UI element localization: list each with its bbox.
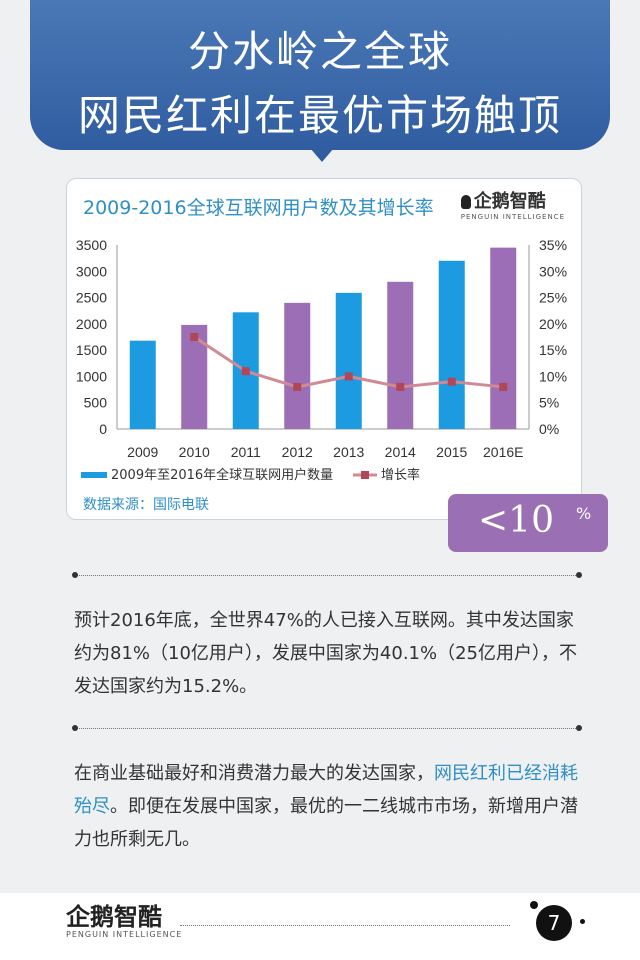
paragraph-2-before: 在商业基础最好和消费潜力最大的发达国家，	[74, 763, 434, 784]
y-right-tick-label: 30%	[539, 263, 567, 279]
chart-plot: 3500 3000 2500 2000 1500 1000 500 0 35% 30% 25% 20%…	[76, 237, 567, 483]
y-right-tick-label: 15%	[539, 342, 567, 358]
brand-name: 企鹅智酷	[473, 191, 546, 212]
chart-title: 2009-2016全球互联网用户数及其增长率	[83, 197, 434, 219]
y-left-tick-label: 3500	[76, 237, 107, 253]
growth-point	[344, 372, 353, 381]
x-tick-label: 2011	[231, 444, 261, 460]
growth-point	[396, 382, 405, 391]
brand-tagline: PENGUIN INTELLIGENCE	[460, 213, 565, 221]
x-tick-label: 2016E	[483, 444, 523, 460]
chart-bar	[438, 260, 465, 429]
footer-logo: 企鹅智酷 PENGUIN INTELLIGENCE	[66, 897, 182, 939]
y-right-tick-label: 25%	[539, 290, 567, 306]
legend-bar-swatch	[81, 472, 107, 478]
x-tick-label: 2015	[436, 444, 467, 460]
y-right-tick-label: 5%	[539, 395, 559, 411]
growth-point	[447, 377, 456, 386]
header-pointer	[310, 148, 334, 162]
chart-bar	[387, 281, 414, 429]
x-tick-label: 2012	[282, 444, 313, 460]
brand-logo: 企鹅智酷 PENGUIN INTELLIGENCE	[460, 187, 565, 221]
footer: 企鹅智酷 PENGUIN INTELLIGENCE 7	[0, 893, 640, 960]
footer-brand-tagline: PENGUIN INTELLIGENCE	[66, 930, 183, 939]
legend-bar-label: 2009年至2016年全球互联网用户数量	[111, 467, 333, 483]
y-left-tick-label: 0	[99, 421, 107, 437]
y-left-tick-label: 2000	[76, 316, 107, 332]
y-right-tick-label: 20%	[539, 316, 567, 332]
x-tick-label: 2009	[127, 444, 158, 460]
chart-source: 数据来源：国际电联	[83, 497, 209, 513]
legend-line-marker	[361, 471, 369, 479]
page-number: 7	[536, 905, 572, 941]
x-tick-label: 2013	[333, 444, 364, 460]
paragraph-2: 在商业基础最好和消费潜力最大的发达国家，网民红利已经消耗殆尽。即便在发展中国家，…	[74, 757, 590, 856]
y-right-tick-label: 10%	[539, 368, 567, 384]
y-left-tick-label: 1500	[76, 342, 107, 358]
growth-point	[499, 382, 508, 391]
chart-bar	[490, 247, 517, 429]
badge-unit: %	[576, 504, 592, 523]
growth-point	[190, 333, 199, 341]
divider-middle	[72, 725, 582, 731]
x-tick-label: 2010	[179, 444, 210, 460]
y-right-tick-label: 35%	[539, 237, 567, 253]
header-title-line2: 网民红利在最优市场触顶	[77, 91, 562, 140]
paragraph-2-after: 。即便在发展中国家，最优的一二线城市市场，新增用户潜力也所剩无几。	[74, 796, 578, 850]
paragraph-1: 预计2016年底，全世界47%的人已接入互联网。其中发达国家约为81%（10亿用…	[74, 610, 577, 697]
y-right-tick-label: 0%	[539, 421, 559, 437]
y-left-tick-label: 2500	[76, 290, 107, 306]
chart-bar	[284, 302, 311, 429]
x-tick-label: 2014	[385, 444, 416, 460]
header-title-line1: 分水岭之全球	[187, 27, 452, 76]
footer-divider	[180, 925, 510, 926]
badge-value: <10	[478, 500, 554, 541]
page-dot-decoration-small	[580, 919, 585, 924]
chart-card: 2009-2016全球互联网用户数及其增长率 企鹅智酷 PENGUIN INTE…	[66, 178, 582, 520]
page-dot-decoration	[530, 901, 538, 909]
y-left-tick-label: 500	[84, 395, 108, 411]
penguin-icon	[460, 195, 471, 209]
chart-bar	[335, 292, 362, 429]
footer-brand-name: 企鹅智酷	[66, 903, 162, 931]
header-banner: 分水岭之全球 网民红利在最优市场触顶	[30, 0, 610, 150]
y-left-tick-label: 1000	[76, 368, 107, 384]
divider-top	[72, 572, 582, 578]
growth-point	[241, 367, 250, 376]
paragraph-2-highlight: 网民红利已经消耗殆尽	[74, 763, 578, 817]
growth-point	[293, 382, 302, 391]
y-left-tick-label: 3000	[76, 263, 107, 279]
chart-bar	[129, 340, 156, 429]
legend-line-label: 增长率	[381, 467, 420, 483]
highlight-badge: <10 %	[448, 494, 608, 552]
